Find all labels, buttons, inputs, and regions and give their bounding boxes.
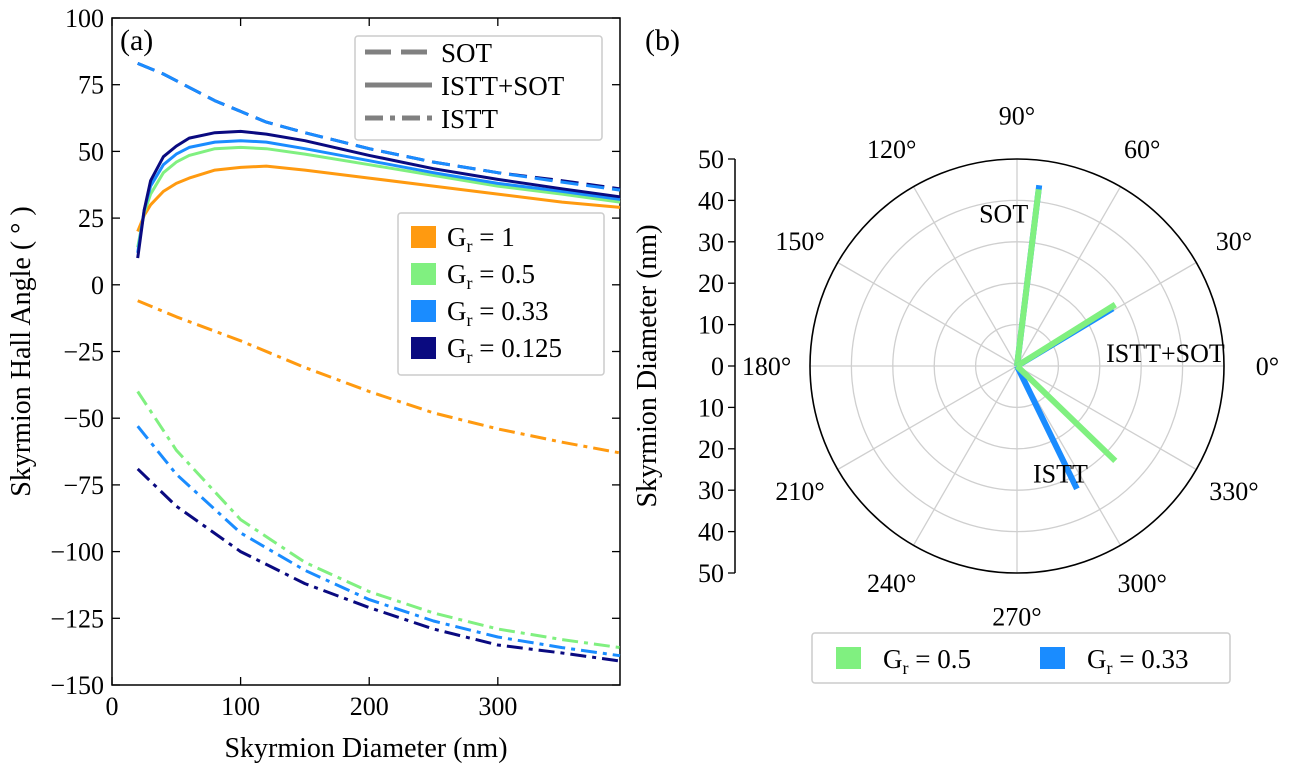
y-tick-label: −100 <box>50 538 104 567</box>
polar-grid-spoke <box>912 186 1018 367</box>
polar-angle-label: 30° <box>1216 227 1252 256</box>
color-legend-swatch <box>411 300 436 322</box>
polar-legend-swatch <box>836 647 861 669</box>
series-line-istt-sot <box>136 164 621 232</box>
polar-outer-circle <box>809 158 1225 574</box>
series-line-istt <box>136 390 621 650</box>
color-legend-swatch <box>411 226 436 248</box>
polar-grid-spoke <box>837 261 1018 367</box>
polar-angle-label: 270° <box>992 602 1041 631</box>
r-tick-label: 40 <box>698 518 724 547</box>
series-line-istt <box>136 467 621 663</box>
polar-annotation: ISTT <box>1033 459 1088 488</box>
y-tick-label: 50 <box>78 137 104 166</box>
polar-series <box>1014 184 1118 491</box>
color-legend-label: Gr = 0.125 <box>447 333 562 367</box>
y-tick-label: −125 <box>50 604 104 633</box>
series-line-istt <box>137 299 621 455</box>
x-tick-label: 200 <box>350 692 389 721</box>
y-tick-label: −50 <box>63 404 104 433</box>
panel-b-label: (b) <box>645 24 680 57</box>
color-legend-box <box>397 212 605 376</box>
polar-angle-label: 0° <box>1256 352 1279 381</box>
polar-grid-spoke <box>1016 365 1197 471</box>
r-tick-label: 10 <box>698 311 724 340</box>
polar-legend-label: Gr = 0.5 <box>883 644 971 678</box>
r-tick-label: 50 <box>698 559 724 588</box>
polar-series-line-istt-sot <box>1015 302 1117 369</box>
plot-a-xlabel: Skyrmion Diameter (nm) <box>224 733 507 764</box>
polar-angle-labels: 0° 30° 60° 90° 120° 150° 180° 210° 240° 270° 300° 3… <box>742 102 1279 632</box>
polar-legend: Gr = 0.5 Gr = 0.33 <box>811 632 1231 684</box>
y-tick-label: −25 <box>63 338 104 367</box>
polar-angle-label: 120° <box>867 135 916 164</box>
polar-angle-label: 150° <box>775 227 824 256</box>
polar-angle-label: 300° <box>1118 569 1167 598</box>
style-legend-box <box>354 35 603 141</box>
r-tick-label: 30 <box>698 476 724 505</box>
y-tick-label: −75 <box>63 471 104 500</box>
polar-r-axis: 50 40 30 20 10 0 10 20 30 40 50 <box>698 145 736 588</box>
panel-a-label: (a) <box>120 24 153 57</box>
y-tick-label: 25 <box>78 204 104 233</box>
polar-legend-swatch <box>1040 647 1065 669</box>
polar-grid-spoke <box>1016 186 1122 367</box>
polar-angle-label: 180° <box>742 352 791 381</box>
polar-angle-label: 90° <box>999 102 1035 131</box>
plot-b-ylabel: Skyrmion Diameter (nm) <box>632 224 663 507</box>
series-line-istt-sot <box>136 139 621 254</box>
panel-a: 0 100 200 300 100 75 50 25 0 −25 −50 −75 −100 −125 −15… <box>6 4 621 764</box>
color-legend-swatch <box>411 337 436 359</box>
r-tick-label: 20 <box>698 269 724 298</box>
color-legend-label: Gr = 0.33 <box>447 296 548 330</box>
polar-legend-label: Gr = 0.33 <box>1087 644 1188 678</box>
polar-angle-label: 240° <box>867 569 916 598</box>
polar-grid-spoke <box>912 365 1018 546</box>
plot-a-ticks: 0 100 200 300 100 75 50 25 0 −25 −50 −75 −100 −125 −15… <box>50 4 620 721</box>
polar-angle-label: 60° <box>1124 135 1160 164</box>
x-tick-label: 100 <box>221 692 260 721</box>
color-legend-label: Gr = 1 <box>447 222 515 256</box>
x-tick-label: 300 <box>478 692 517 721</box>
polar-series-line-istt <box>1014 363 1118 464</box>
style-legend-label: SOT <box>441 38 493 68</box>
polar-annotation: SOT <box>979 199 1028 228</box>
r-tick-label: 10 <box>698 393 724 422</box>
x-tick-label: 0 <box>106 692 119 721</box>
polar-annotation: ISTT+SOT <box>1106 339 1225 368</box>
r-tick-label: 0 <box>711 352 724 381</box>
y-tick-label: 0 <box>91 271 104 300</box>
polar-grid-spoke <box>837 365 1018 471</box>
plot-a-ylabel: Skyrmion Hall Angle ( ° ) <box>6 206 37 496</box>
series-line-istt-sot <box>136 145 621 248</box>
y-tick-label: −150 <box>50 671 104 700</box>
color-legend-label: Gr = 0.5 <box>447 259 535 293</box>
r-tick-label: 30 <box>698 228 724 257</box>
style-legend-label: ISTT <box>441 104 499 134</box>
polar-angle-label: 210° <box>775 477 824 506</box>
r-tick-label: 50 <box>698 145 724 174</box>
style-legend-label: ISTT+SOT <box>441 71 565 101</box>
series-line-istt <box>136 425 621 658</box>
r-tick-label: 40 <box>698 186 724 215</box>
series-line-istt-sot <box>136 129 621 259</box>
polar-annotations: SOT ISTT+SOT ISTT <box>979 199 1225 488</box>
polar-angle-label: 330° <box>1209 477 1258 506</box>
plot-a-series <box>136 62 621 663</box>
y-tick-label: 75 <box>78 71 104 100</box>
polar-legend-box <box>811 632 1231 684</box>
polar-series-line-sot <box>1014 188 1042 367</box>
color-legend-swatch <box>411 263 436 285</box>
polar-series-line-istt <box>1014 364 1080 491</box>
r-tick-label: 20 <box>698 435 724 464</box>
y-tick-label: 100 <box>65 4 104 33</box>
polar-grid <box>809 158 1225 574</box>
series-line-sot <box>137 62 621 192</box>
panel-b: (b) 0° 30° 60° 90° 120° 150° 180° 210° 240° 270° 3… <box>632 24 1279 684</box>
